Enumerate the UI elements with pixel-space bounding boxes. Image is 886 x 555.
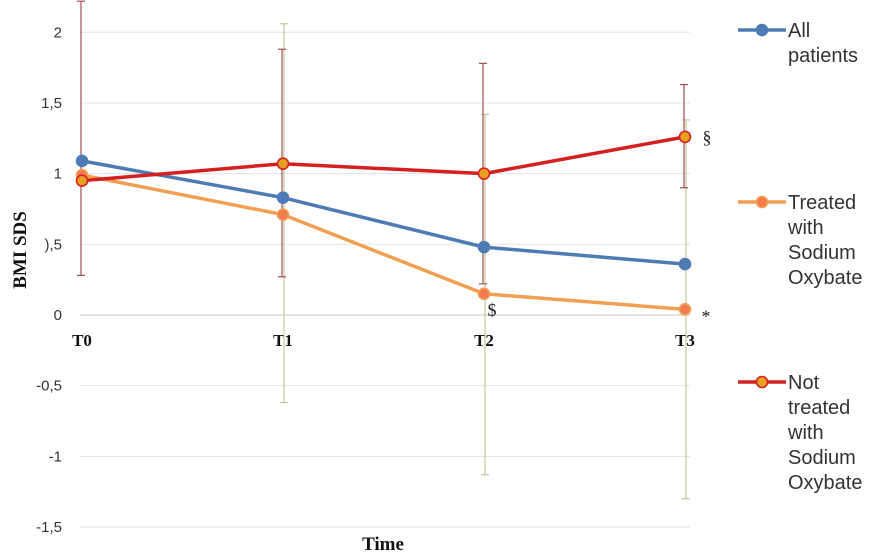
- x-axis: T0 T1 T2 T3: [72, 314, 695, 350]
- legend-label: patients: [788, 45, 858, 67]
- gridlines: [80, 31, 690, 528]
- data-point: [75, 174, 89, 187]
- legend-label: Sodium: [788, 242, 856, 264]
- data-point: [75, 154, 89, 168]
- legend-label: All: [788, 20, 810, 42]
- data-point: [678, 303, 692, 316]
- data-point: [678, 257, 692, 271]
- x-tick-label: T1: [273, 331, 293, 350]
- series-line: [81, 159, 686, 266]
- legend-swatch-marker: [755, 375, 769, 389]
- data-point: [477, 167, 491, 180]
- legend-swatch-marker: [755, 195, 769, 209]
- legend-swatch-marker: [755, 23, 769, 37]
- legend-label: treated: [788, 397, 850, 419]
- legend: All patients Treated with Sodium Oxybate Not tr…: [738, 20, 862, 494]
- legend-label: with: [787, 422, 824, 444]
- x-tick-label: T2: [474, 331, 494, 350]
- x-tick-label: T3: [675, 331, 695, 350]
- legend-label: Not: [788, 372, 820, 394]
- series-line: [81, 173, 686, 312]
- y-tick-label: -0,5: [36, 378, 62, 395]
- data-point: [276, 157, 290, 171]
- x-axis-title: Time: [362, 534, 404, 555]
- data-point: [276, 191, 290, 204]
- legend-label: with: [787, 217, 824, 239]
- error-bars: [77, 0, 690, 500]
- y-tick-label: 2: [54, 24, 62, 41]
- y-tick-labels: -1,5 -1 -0,5 0 ),5 1 1,5 2: [36, 24, 62, 536]
- y-tick-label: 1,5: [41, 95, 62, 112]
- y-tick-label: 0: [54, 307, 62, 324]
- legend-label: Treated: [788, 192, 856, 214]
- y-axis-title: BMI SDS: [10, 211, 31, 289]
- data-point: [276, 208, 290, 221]
- legend-label: Oxybate: [788, 267, 862, 289]
- y-tick-label: -1: [49, 448, 62, 465]
- significance-marker: §: [703, 127, 712, 147]
- legend-label: Oxybate: [788, 472, 862, 494]
- annotations: § $ *: [488, 127, 712, 326]
- y-tick-label: 1: [54, 166, 62, 183]
- data-point: [477, 287, 491, 301]
- significance-marker: *: [702, 306, 711, 326]
- data-point: [477, 240, 491, 254]
- y-tick-label: ),5: [44, 236, 62, 253]
- significance-marker: $: [488, 300, 497, 320]
- series-line: [81, 135, 686, 183]
- series-markers: [75, 130, 692, 316]
- x-tick-label: T0: [72, 331, 92, 350]
- legend-label: Sodium: [788, 447, 856, 469]
- data-point: [678, 130, 692, 144]
- series-lines: [81, 135, 686, 312]
- y-tick-label: -1,5: [36, 519, 62, 536]
